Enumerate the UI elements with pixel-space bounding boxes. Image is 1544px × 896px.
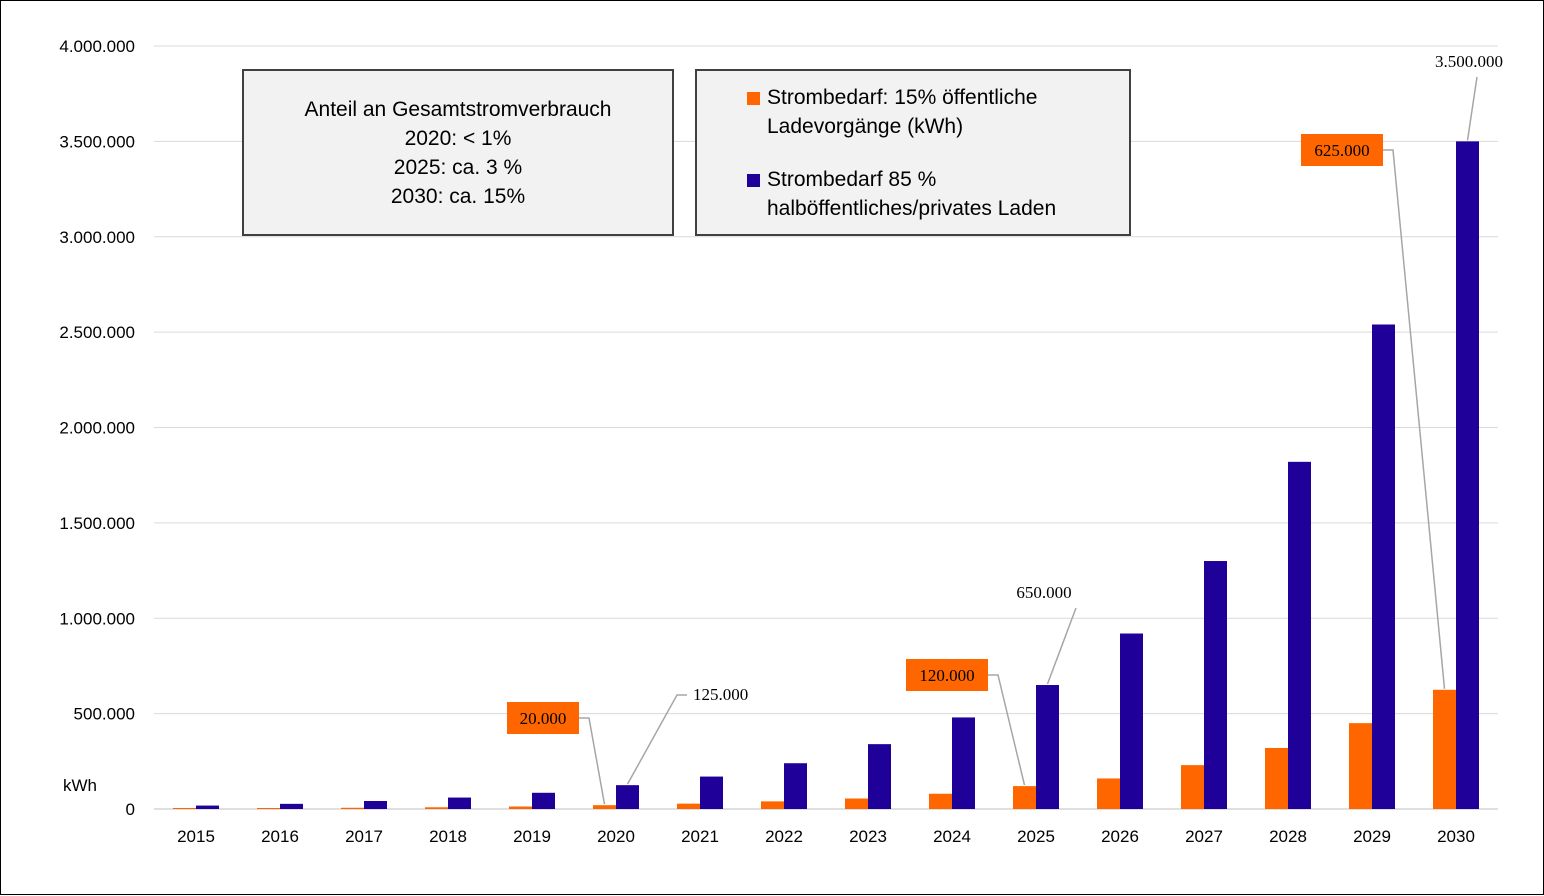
bar-private xyxy=(1120,633,1143,809)
note-line: Anteil an Gesamtstromverbrauch xyxy=(304,98,612,121)
x-tick-label: 2029 xyxy=(1353,827,1391,846)
x-tick-label: 2023 xyxy=(849,827,887,846)
x-tick-label: 2022 xyxy=(765,827,803,846)
x-tick-label: 2020 xyxy=(597,827,635,846)
bar-public xyxy=(929,793,952,809)
legend-swatch-orange xyxy=(747,92,760,105)
bar-public xyxy=(677,803,700,809)
bar-public xyxy=(1349,723,1372,809)
x-tick-label: 2019 xyxy=(513,827,551,846)
bar-private xyxy=(1372,324,1395,809)
y-tick-label: 2.000.000 xyxy=(59,419,135,438)
note-line: 2020: < 1% xyxy=(404,127,512,150)
data-label-box xyxy=(1301,134,1383,166)
leader-line xyxy=(988,674,1026,786)
bar-private xyxy=(280,803,303,809)
leader-line xyxy=(1466,76,1478,141)
bar-private xyxy=(784,763,807,809)
bar-private xyxy=(532,792,555,809)
x-tick-label: 2025 xyxy=(1017,827,1055,846)
bar-public xyxy=(1097,778,1120,809)
bar-public xyxy=(593,805,616,809)
bar-public xyxy=(257,808,280,809)
bar-private xyxy=(1036,685,1059,809)
bar-private xyxy=(448,797,471,809)
x-tick-label: 2024 xyxy=(933,827,971,846)
bar-private xyxy=(952,717,975,809)
data-label: 20.000 xyxy=(520,709,567,728)
leader-line xyxy=(1046,607,1077,685)
bar-public xyxy=(761,801,784,809)
bar-public xyxy=(341,807,364,809)
legend: Strombedarf: 15% öffentliche Ladevorgäng… xyxy=(695,69,1131,236)
data-label-box xyxy=(507,702,579,734)
bar-private xyxy=(616,785,639,809)
leader-line xyxy=(626,694,687,785)
x-tick-label: 2026 xyxy=(1101,827,1139,846)
data-label-box xyxy=(906,659,988,691)
y-tick-label: 4.000.000 xyxy=(59,37,135,56)
x-axis-ticks: 2015 2016 2017 2018 2019 2020 2021 2022 2023 2024… xyxy=(177,827,1475,846)
bar-private xyxy=(868,744,891,809)
y-tick-label: 1.500.000 xyxy=(59,514,135,533)
share-note-box: Anteil an Gesamtstromverbrauch 2020: < 1… xyxy=(242,69,674,236)
bar-public xyxy=(425,807,448,809)
x-tick-label: 2028 xyxy=(1269,827,1307,846)
y-tick-label: 3.000.000 xyxy=(59,228,135,247)
y-axis-unit-label: kWh xyxy=(63,776,97,795)
x-tick-label: 2015 xyxy=(177,827,215,846)
bar-private xyxy=(1288,461,1311,809)
legend-item-public: Strombedarf: 15% öffentliche Ladevorgäng… xyxy=(697,83,1129,141)
bar-private xyxy=(364,800,387,809)
x-tick-label: 2027 xyxy=(1185,827,1223,846)
x-tick-label: 2030 xyxy=(1437,827,1475,846)
x-tick-label: 2021 xyxy=(681,827,719,846)
bar-public xyxy=(1265,747,1288,809)
data-labels: 20.000 125.000 120.000 650.000 625.000 3.500.… xyxy=(507,52,1503,805)
legend-label: Strombedarf 85 % xyxy=(767,168,937,191)
bar-public xyxy=(1013,786,1036,809)
y-tick-label: 0 xyxy=(126,800,135,819)
leader-line xyxy=(579,717,606,805)
leader-line xyxy=(1383,149,1446,689)
legend-label: halböffentliches/privates Laden xyxy=(767,197,1057,220)
legend-label: Ladevorgänge (kWh) xyxy=(767,115,964,138)
legend-label: Strombedarf: 15% öffentliche xyxy=(767,86,1038,109)
y-tick-label: 1.000.000 xyxy=(59,609,135,628)
bar-private xyxy=(196,805,219,809)
x-tick-label: 2017 xyxy=(345,827,383,846)
bar-public xyxy=(1433,689,1456,809)
legend-swatch-blue xyxy=(747,174,760,187)
note-line: 2025: ca. 3 % xyxy=(393,156,523,179)
data-label: 125.000 xyxy=(693,685,748,704)
y-axis-ticks: 0 500.000 1.000.000 1.500.000 2.000.000 2.500… xyxy=(59,37,135,819)
legend-item-private: Strombedarf 85 % halböffentliches/privat… xyxy=(697,165,1129,223)
note-line: 2030: ca. 15% xyxy=(390,185,526,208)
bar-private xyxy=(700,776,723,809)
bar-public xyxy=(173,808,196,809)
data-label: 650.000 xyxy=(1016,583,1071,602)
bar-private xyxy=(1456,141,1479,809)
data-label: 120.000 xyxy=(919,666,974,685)
x-tick-label: 2018 xyxy=(429,827,467,846)
data-label: 625.000 xyxy=(1314,141,1369,160)
gridlines xyxy=(154,45,1498,810)
bar-public xyxy=(845,798,868,809)
x-tick-label: 2016 xyxy=(261,827,299,846)
bar-public xyxy=(509,806,532,809)
bars xyxy=(173,141,1479,809)
bar-public xyxy=(1181,765,1204,809)
data-label: 3.500.000 xyxy=(1435,52,1503,71)
y-tick-label: 2.500.000 xyxy=(59,323,135,342)
bar-private xyxy=(1204,561,1227,809)
y-tick-label: 3.500.000 xyxy=(59,132,135,151)
y-tick-label: 500.000 xyxy=(74,705,135,724)
